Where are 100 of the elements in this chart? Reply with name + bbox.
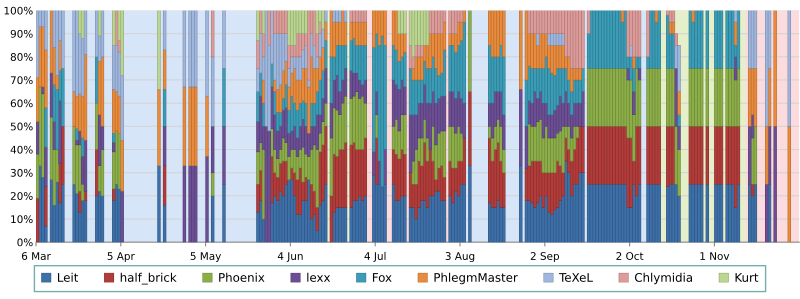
bar (307, 80, 310, 88)
bar (338, 44, 342, 92)
bar (360, 10, 364, 22)
bar (677, 44, 681, 92)
bar (754, 184, 758, 242)
bar (706, 184, 710, 242)
y-tick-label: 30% (10, 168, 33, 177)
bar (316, 114, 319, 150)
bar (157, 165, 161, 242)
bar (330, 56, 334, 104)
bar (36, 198, 40, 242)
bar (674, 33, 678, 46)
bar (460, 10, 464, 22)
bar (61, 184, 65, 242)
bar (157, 10, 161, 90)
bar (462, 138, 466, 185)
legend-label: PhlegmMaster (434, 272, 518, 284)
bar (360, 96, 364, 150)
bar (182, 86, 186, 166)
bar (646, 10, 650, 58)
bar (468, 91, 472, 166)
bar (720, 126, 724, 185)
bar (561, 126, 565, 173)
bar (403, 196, 407, 242)
bar (692, 10, 695, 22)
bar (120, 190, 124, 242)
bar (112, 10, 116, 46)
legend-label: lexx (307, 272, 330, 282)
bar (765, 126, 768, 185)
bar (706, 68, 710, 127)
bar (162, 88, 166, 127)
bar (268, 10, 271, 46)
bar (194, 165, 198, 242)
bar (654, 10, 658, 22)
bar (536, 33, 540, 46)
bar (349, 144, 353, 208)
bar (256, 10, 260, 41)
bar (731, 10, 734, 69)
bar (120, 140, 124, 192)
bar (700, 10, 704, 69)
bar (658, 10, 661, 69)
bar (700, 126, 704, 185)
bar (462, 184, 466, 242)
bar (287, 44, 291, 69)
bar (100, 196, 104, 242)
bar (700, 68, 704, 127)
bar (222, 184, 226, 242)
y-tick-label: 40% (10, 146, 33, 154)
bar (519, 88, 522, 166)
y-tick-label: 80% (10, 53, 33, 61)
bar (524, 10, 528, 80)
bar (182, 165, 186, 242)
bar (754, 68, 758, 127)
bar (788, 10, 791, 127)
bar (372, 152, 376, 176)
legend-label: Kurt (736, 273, 758, 282)
bar (194, 10, 198, 88)
bar (736, 184, 740, 242)
bar (268, 130, 271, 242)
bar (205, 156, 209, 242)
bar (403, 10, 407, 34)
bar (162, 126, 166, 166)
bar (162, 204, 166, 242)
bar (372, 10, 376, 48)
x-tick-label: 6 Mar (22, 252, 51, 260)
bar (462, 102, 466, 138)
bar (502, 10, 506, 58)
bar (581, 126, 585, 173)
bar (304, 10, 308, 34)
bar (222, 10, 226, 69)
bar (677, 91, 681, 116)
bar (414, 80, 418, 116)
bar (36, 121, 40, 154)
bar (84, 140, 88, 192)
bar (734, 10, 738, 22)
bar (658, 184, 661, 242)
bar (120, 10, 124, 76)
x-tick-label: 2 Sep (530, 252, 560, 262)
bar (750, 184, 754, 196)
bar (80, 138, 84, 157)
bar (205, 10, 209, 96)
bar (210, 196, 214, 242)
bar (157, 88, 161, 166)
bar (112, 188, 116, 201)
bar (672, 10, 676, 22)
legend-label: Fox (372, 273, 392, 282)
bar (442, 130, 446, 178)
bar (578, 68, 582, 80)
bar (773, 126, 777, 242)
x-tick-label: 2 Oct (616, 252, 644, 260)
bar (112, 133, 116, 143)
bar (383, 10, 387, 46)
bar (344, 142, 348, 208)
y-tick-label: 60% (10, 99, 33, 108)
bar (720, 68, 724, 127)
bar (412, 10, 416, 58)
bar (658, 126, 661, 185)
bar (462, 10, 466, 22)
bar (162, 10, 166, 50)
bar (282, 160, 286, 196)
